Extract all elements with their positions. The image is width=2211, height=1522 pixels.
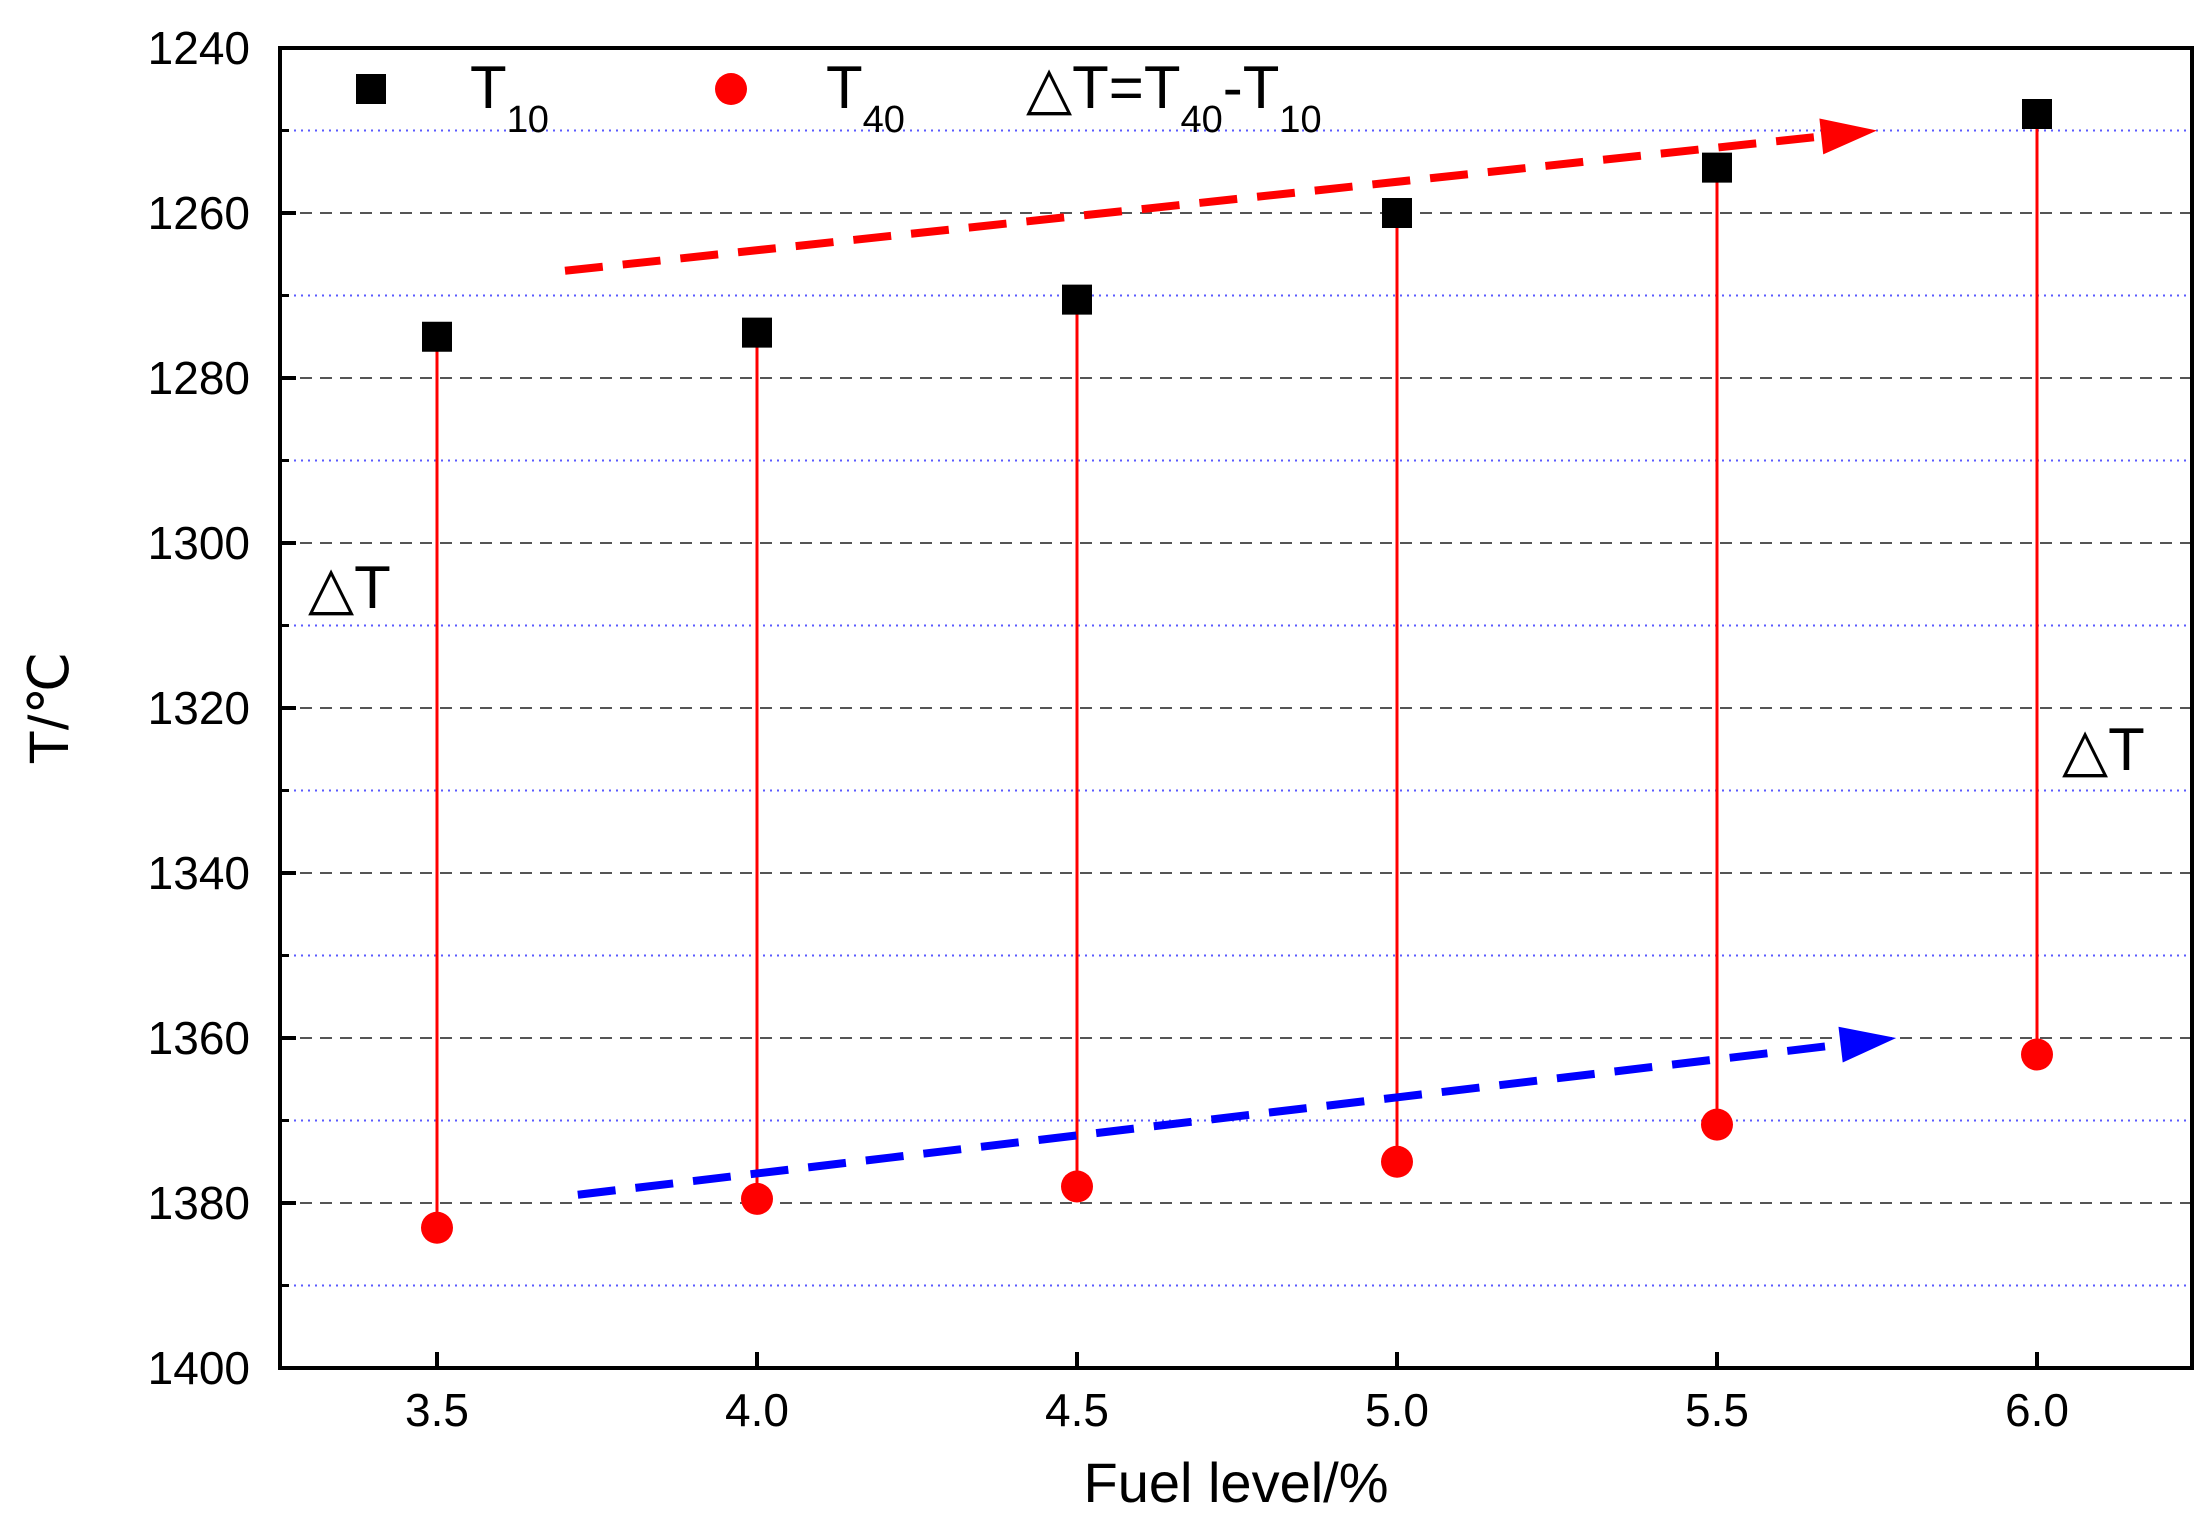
y-tick-label: 1400 <box>148 1342 250 1394</box>
data-point-t40 <box>2021 1038 2053 1071</box>
annotation-delta-t-right: △T <box>2062 716 2145 783</box>
legend-label-t10: T10 <box>470 54 549 141</box>
data-point-t40 <box>1061 1170 1093 1203</box>
legend: T10 T40 △T=T40-T10 <box>356 54 1322 141</box>
annotation-delta-t-left: △T <box>308 554 391 621</box>
data-point-t40 <box>421 1211 453 1244</box>
y-tick-label: 1300 <box>148 517 250 569</box>
trend-arrow-shaft <box>564 132 1822 275</box>
trend-arrow-head <box>1838 1026 1897 1063</box>
x-tick-label: 3.5 <box>405 1384 469 1436</box>
y-tick-label: 1340 <box>148 847 250 899</box>
delta-lines <box>435 114 2039 1228</box>
x-tick-label: 6.0 <box>2005 1384 2069 1436</box>
data-markers <box>421 99 2053 1244</box>
legend-marker-t10 <box>356 74 386 104</box>
legend-marker-t40 <box>715 73 747 105</box>
trend-arrow-head <box>1819 118 1877 155</box>
y-axis: 1240 1260 1280 1300 1320 1340 1360 1380 1400 <box>148 22 296 1394</box>
y-tick-label: 1380 <box>148 1177 250 1229</box>
y-tick-label: 1240 <box>148 22 250 74</box>
data-point-t40 <box>1381 1145 1413 1178</box>
data-point-t10 <box>422 321 452 352</box>
x-tick-label: 5.0 <box>1365 1384 1429 1436</box>
data-point-t10 <box>1062 284 1092 315</box>
data-point-t40 <box>741 1182 773 1215</box>
x-tick-label: 5.5 <box>1685 1384 1749 1436</box>
y-tick-label: 1260 <box>148 187 250 239</box>
data-point-t10 <box>2022 99 2052 129</box>
x-tick-label: 4.0 <box>725 1384 789 1436</box>
grid <box>280 129 2192 1287</box>
trend-arrows <box>564 118 1897 1199</box>
y-tick-label: 1280 <box>148 352 250 404</box>
data-point-t10 <box>1382 198 1412 228</box>
y-axis-title: T/℃ <box>17 652 80 765</box>
x-axis-title: Fuel level/% <box>1083 1451 1388 1514</box>
legend-label-t40: T40 <box>826 54 905 141</box>
legend-formula: △T=T40-T10 <box>1026 54 1322 141</box>
data-point-t10 <box>1702 152 1732 183</box>
x-tick-label: 4.5 <box>1045 1384 1109 1436</box>
x-axis: 3.5 4.0 4.5 5.0 5.5 6.0 <box>405 1352 2069 1436</box>
data-point-t40 <box>1701 1108 1733 1141</box>
y-tick-label: 1360 <box>148 1012 250 1064</box>
y-tick-label: 1320 <box>148 682 250 734</box>
trend-arrow-shaft <box>577 1040 1842 1199</box>
data-point-t10 <box>742 317 772 348</box>
